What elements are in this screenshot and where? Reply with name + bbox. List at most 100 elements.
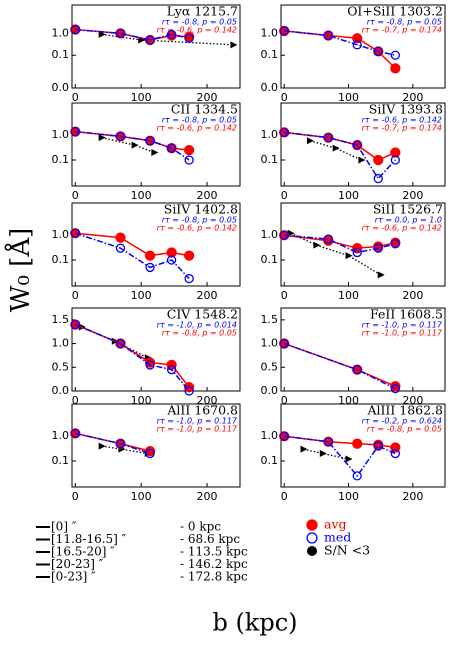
y-tick-label: 0.5 xyxy=(261,360,279,373)
y-tick-label: 1.0 xyxy=(261,429,279,442)
legend-marker xyxy=(306,532,318,544)
x-tick-label: 100 xyxy=(131,91,152,104)
y-tick-label: 1.0 xyxy=(261,128,279,141)
stat-label: rτ = -1.0, p = 0.117 xyxy=(157,425,238,434)
series-marker xyxy=(390,147,401,158)
panel-title: SiIV 1402.8 xyxy=(164,202,238,217)
y-tick-label: 0.1 xyxy=(52,48,70,61)
plot-frame xyxy=(71,102,241,187)
series-marker xyxy=(390,383,400,394)
x-axis-label: b (kpc) xyxy=(212,609,297,637)
series-marker xyxy=(373,441,383,451)
plot-frame xyxy=(280,307,446,392)
y-tick-label: 0.5 xyxy=(52,360,70,373)
panel-title: FeII 1608.5 xyxy=(370,307,443,322)
series-marker xyxy=(144,357,156,368)
series-marker xyxy=(323,437,333,447)
panel-title: SiIV 1393.8 xyxy=(369,102,443,117)
series-marker xyxy=(183,250,195,261)
x-tick-label: 0 xyxy=(281,91,288,104)
bin-kpc: - 68.6 kpc xyxy=(180,532,240,546)
trend-marker xyxy=(313,241,321,249)
series-marker xyxy=(352,365,362,375)
panel-title: SiII 1526.7 xyxy=(373,202,443,217)
legend-label: med xyxy=(324,530,351,545)
series-marker xyxy=(115,131,126,142)
series-marker xyxy=(70,319,80,330)
series-marker xyxy=(323,234,333,244)
trend-marker xyxy=(151,149,159,157)
trend-marker xyxy=(300,445,308,453)
x-tick-label: 0 xyxy=(72,91,79,104)
stat-label: rτ = -0.8, p = 0.05 xyxy=(162,116,237,125)
trend-line xyxy=(309,140,362,161)
trend-marker xyxy=(306,137,314,145)
trend-marker xyxy=(98,30,106,38)
bin-label: [0] ″ xyxy=(51,520,77,534)
trend-marker xyxy=(98,442,106,450)
x-tick-label: 0 xyxy=(281,289,288,302)
trend-line xyxy=(101,445,148,455)
stat-label: rτ = -0.8, p = 0.05 xyxy=(162,329,237,338)
stat-label: rτ = -0.2, p = 0.624 xyxy=(362,417,442,426)
x-tick-label: 100 xyxy=(338,394,359,407)
trend-marker xyxy=(230,41,238,49)
y-tick-label: 1.0 xyxy=(52,337,70,350)
x-tick-label: 100 xyxy=(131,394,152,407)
plot-frame xyxy=(71,4,241,89)
series-marker xyxy=(115,439,126,449)
series-marker xyxy=(145,262,155,273)
trend-marker xyxy=(358,156,366,164)
series-marker xyxy=(166,143,177,153)
series-marker xyxy=(115,28,126,39)
series-line xyxy=(284,234,396,254)
trend-marker xyxy=(377,271,385,279)
series-marker xyxy=(390,239,400,249)
bin-label: [16.5-20] ″ xyxy=(51,545,115,559)
x-tick-label: 100 xyxy=(338,289,359,302)
y-tick-label: 0.0 xyxy=(52,384,70,397)
y-tick-label: 1.0 xyxy=(261,337,279,350)
y-tick-label: 0.1 xyxy=(52,454,70,467)
y-tick-label: 0.1 xyxy=(52,253,70,266)
series-marker xyxy=(352,438,363,449)
series-marker xyxy=(166,247,177,258)
y-tick-label: 0.0 xyxy=(261,384,279,397)
x-tick-label: 100 xyxy=(131,189,152,202)
plot-frame xyxy=(71,202,241,287)
series-line xyxy=(75,232,190,280)
stat-label: rτ = -0.8, p = 0.05 xyxy=(367,425,442,434)
series-marker xyxy=(279,338,289,349)
plot-frame xyxy=(280,4,446,89)
panel-title: Lyα 1215.7 xyxy=(167,4,238,19)
series-line xyxy=(75,28,190,41)
series-marker xyxy=(144,445,156,457)
series-line xyxy=(283,342,396,390)
series-marker xyxy=(144,250,156,261)
x-tick-label: 200 xyxy=(197,490,218,503)
series-marker xyxy=(373,173,383,184)
x-tick-label: 100 xyxy=(131,289,152,302)
series-marker xyxy=(70,126,80,137)
y-tick-label: 1.0 xyxy=(52,228,70,241)
legend-label: S/N <3 xyxy=(324,543,370,558)
trend-marker xyxy=(319,450,327,458)
x-tick-label: 200 xyxy=(402,289,423,302)
y-tick-label: 0.0 xyxy=(52,81,70,94)
series-marker xyxy=(184,386,194,396)
x-tick-label: 0 xyxy=(72,490,79,503)
stat-label: rτ = -0.7, p = 0.174 xyxy=(362,26,442,35)
stat-label: rτ = -1.0, p = 0.117 xyxy=(362,329,443,338)
stat-label: rτ = -1.0, p = 0.117 xyxy=(362,321,443,330)
panel-title: AlII 1670.8 xyxy=(166,403,238,418)
series-marker xyxy=(145,136,155,146)
plot-frame xyxy=(71,403,241,488)
trend-marker xyxy=(345,252,353,260)
y-tick-label: 0.1 xyxy=(261,253,279,266)
trend-marker xyxy=(332,144,340,152)
series-marker xyxy=(145,35,155,45)
series-marker xyxy=(323,30,333,41)
trend-marker xyxy=(98,134,106,142)
series-marker xyxy=(70,228,80,238)
series-line xyxy=(75,323,190,392)
